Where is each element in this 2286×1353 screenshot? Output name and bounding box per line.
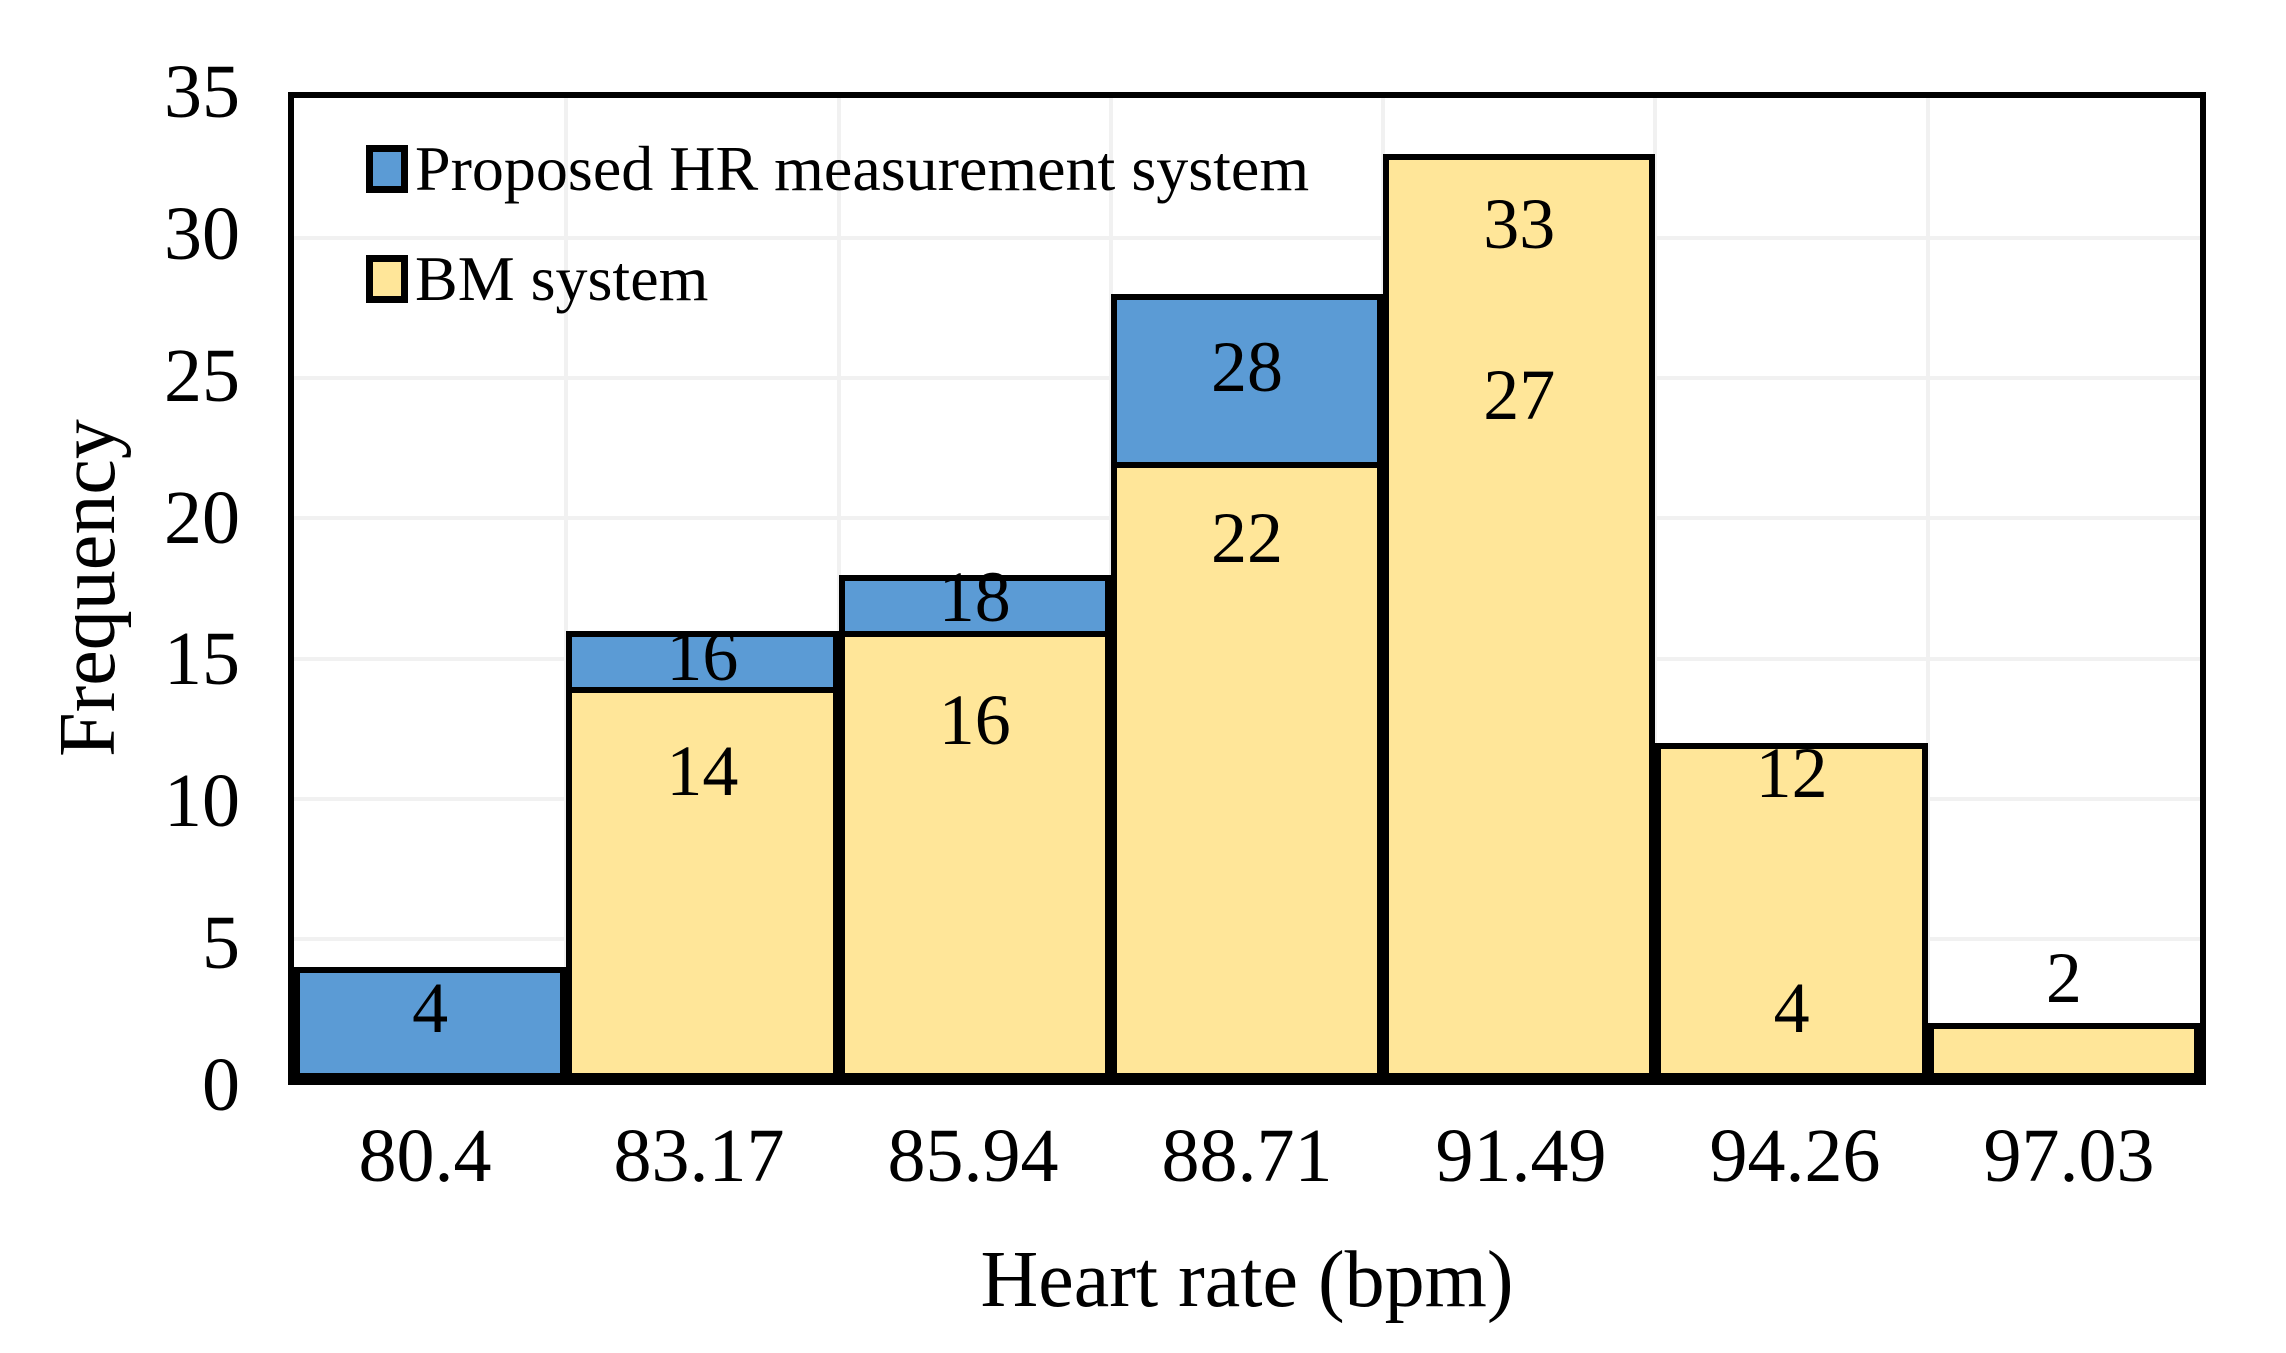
bar-bm-83.17 [566, 686, 839, 1079]
legend: Proposed HR measurement system BM system [366, 136, 1309, 356]
x-tick-label: 91.49 [1435, 1114, 1607, 1198]
gridline-vertical [1925, 98, 1930, 1079]
legend-swatch-bm-icon [366, 255, 408, 303]
bar-value-label: 12 [1755, 733, 1828, 814]
x-axis-title: Heart rate (bpm) [980, 1236, 1514, 1324]
bar-value-label: 4 [412, 967, 449, 1048]
x-tick-label: 94.26 [1709, 1114, 1881, 1198]
bar-value-label: 4 [1773, 967, 1810, 1048]
legend-label-bm: BM system [415, 243, 709, 314]
bar-value-label: 18 [938, 556, 1011, 637]
y-tick-label: 0 [202, 1043, 240, 1127]
x-tick-label: 83.17 [613, 1114, 785, 1198]
x-tick-label: 85.94 [887, 1114, 1059, 1198]
x-tick-label: 88.71 [1161, 1114, 1333, 1198]
gridline-vertical [564, 98, 569, 1079]
bar-bm-94.26 [1655, 742, 1928, 1079]
bar-value-label: 16 [666, 615, 739, 696]
bar-value-label: 14 [666, 730, 739, 811]
y-tick-label: 10 [164, 759, 240, 844]
y-tick-label: 15 [164, 617, 240, 702]
plot-area: 4 16 14 18 16 28 22 33 27 12 4 2 Proposed HR measur… [288, 92, 2206, 1085]
legend-label-proposed: Proposed HR measurement system [415, 133, 1310, 204]
bar-value-label: 33 [1483, 184, 1556, 265]
plot-inner: 4 16 14 18 16 28 22 33 27 12 4 2 [294, 98, 2200, 1079]
bar-bm-88.71 [1110, 462, 1384, 1079]
y-tick-label: 35 [164, 50, 240, 134]
y-tick-label: 20 [164, 475, 240, 560]
gridline-vertical [1653, 98, 1658, 1079]
bar-value-label: 28 [1211, 327, 1283, 408]
x-tick-label: 97.03 [1983, 1114, 2155, 1198]
legend-item-proposed: Proposed HR measurement system [366, 136, 1309, 202]
bar-value-label: 2 [2045, 938, 2082, 1019]
gridline-horizontal [294, 236, 2200, 241]
x-tick-label: 80.4 [358, 1114, 492, 1198]
y-axis-title: Frequency [44, 419, 132, 757]
bar-value-label: 22 [1211, 498, 1283, 579]
y-tick-label: 25 [164, 333, 240, 418]
bar-bm-91.49 [1383, 154, 1656, 1079]
bar-bm-85.94 [838, 630, 1111, 1079]
legend-item-bm: BM system [366, 246, 1309, 312]
bar-proposed-80.4 [294, 966, 567, 1079]
bar-value-label: 16 [938, 680, 1011, 761]
y-tick-label: 5 [202, 901, 240, 986]
legend-swatch-proposed-icon [366, 145, 408, 193]
bar-value-label: 27 [1483, 355, 1556, 436]
bar-bm-97.03 [1927, 1022, 2200, 1079]
y-tick-label: 30 [164, 191, 240, 276]
